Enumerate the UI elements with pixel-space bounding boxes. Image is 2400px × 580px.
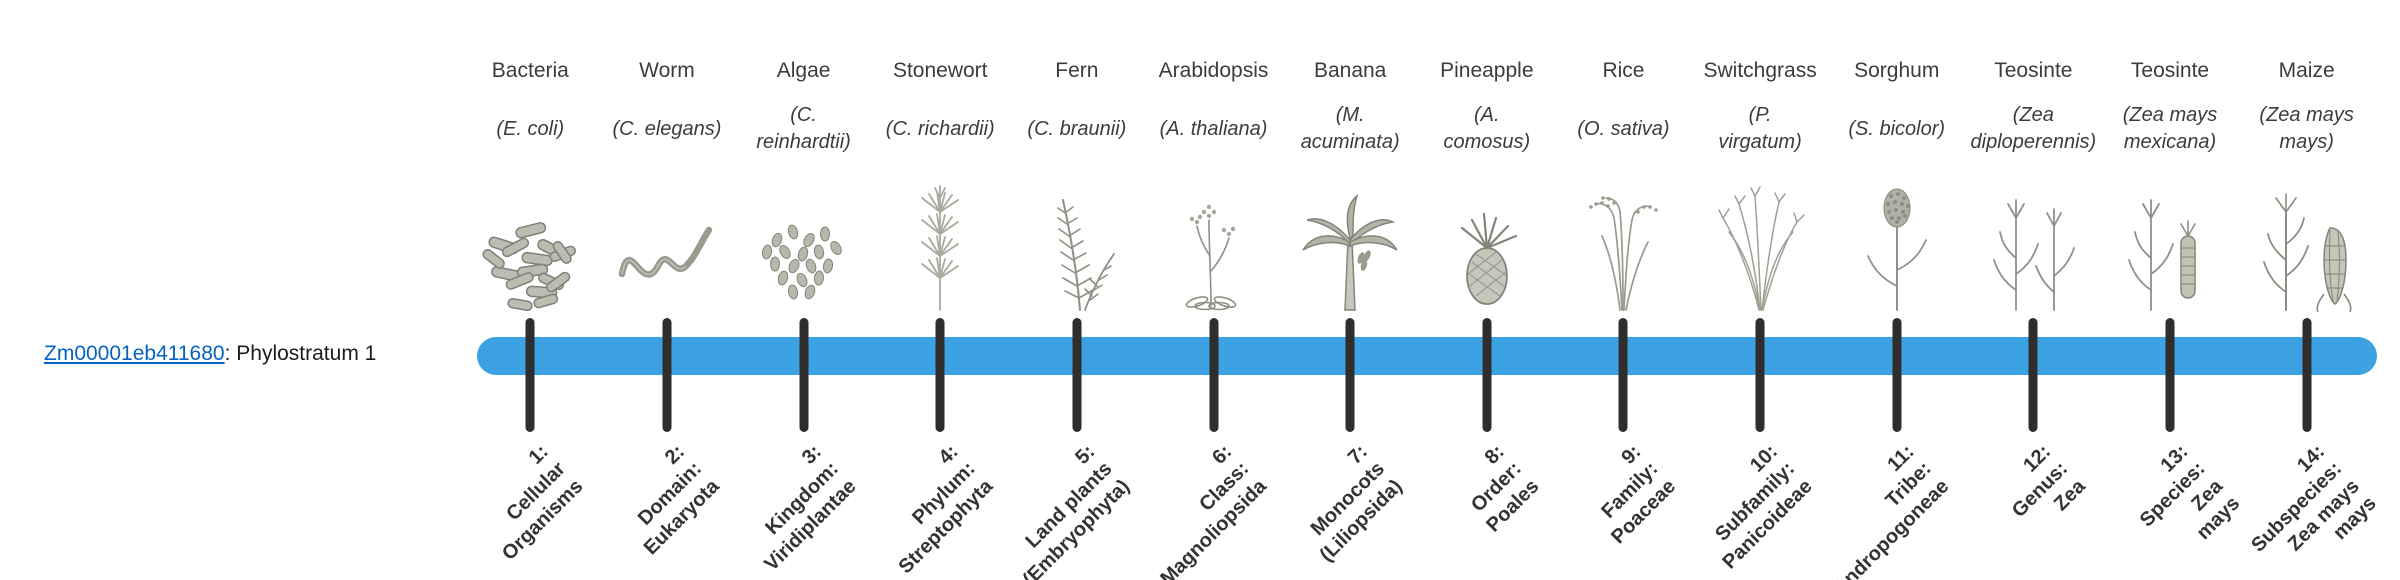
organism-common-name: Teosinte (1994, 59, 2073, 82)
phylostratum-tick (1072, 318, 1082, 432)
phylostratum-tick (2165, 318, 2175, 432)
phylostratum-column: Rice (O. sativa) 9: Family: Poaceae (1555, 0, 1692, 580)
phylostratum-tick (1618, 318, 1628, 432)
phylostratum-tick (1892, 318, 1902, 432)
organism-scientific-name: (E. coli) (496, 117, 565, 140)
teosinte-a-illustration (1973, 172, 2093, 314)
switchgrass-illustration (1700, 172, 1820, 314)
organism-common-name: Switchgrass (1703, 59, 1817, 82)
phylostratum-label: 12: Genus: Zea (2008, 440, 2091, 523)
organism-common-name: Fern (1055, 59, 1099, 82)
arabidopsis-illustration (1154, 172, 1274, 314)
organism-common-name: Pineapple (1440, 59, 1534, 82)
stonewort-illustration (880, 172, 1000, 314)
phylostratum-column: Stonewort (C. richardii) 4: Phylum: Strept… (872, 0, 1009, 580)
organism-scientific-name: (P. virgatum) (1718, 104, 1802, 153)
organism-scientific-name: (C. richardii) (885, 117, 995, 140)
teosinte-b-illustration (2110, 172, 2230, 314)
phylostratum-column: Algae (C. reinhardtii) 3: Kingdom: Viridip… (735, 0, 872, 580)
organism-common-name: Rice (1602, 59, 1645, 82)
organism-common-name: Worm (639, 59, 695, 82)
sorghum-illustration (1837, 172, 1957, 314)
organism-common-name: Teosinte (2130, 59, 2210, 82)
phylostratum-tick (1482, 318, 1492, 432)
phylostratum-column: Switchgrass (P. virgatum) 10: Subfamily: P… (1692, 0, 1829, 580)
phylostrata-columns: Bacteria (E. coli) 1: Cellular Organisms Wo… (462, 0, 2381, 580)
gene-link[interactable]: Zm00001eb411680 (44, 342, 225, 365)
phylostratum-label: 8: Order: Poales (1467, 440, 1544, 537)
gene-label-suffix: : Phylostratum 1 (224, 342, 377, 365)
organism-scientific-name: (Zea diploperennis) (1970, 104, 2097, 153)
bacteria-illustration (470, 172, 590, 314)
organism-scientific-name: (S. bicolor) (1848, 117, 1946, 140)
maize-illustration (2247, 172, 2367, 314)
banana-illustration (1290, 172, 1410, 314)
phylostratum-column: Teosinte (Zea diploperennis) 12: Genus: Ze… (1965, 0, 2102, 580)
organism-scientific-name: (C. reinhardtii) (756, 104, 851, 153)
phylostratum-column: Teosinte (Zea mays mexicana) 13: Species: … (2102, 0, 2244, 580)
phylostratum-label: 14: Subspecies: Zea mays mays (2247, 440, 2381, 557)
phylostratum-label: 13: Species: Zea mays (2135, 440, 2245, 545)
organism-common-name: Stonewort (892, 59, 988, 82)
organism-scientific-name: (A. thaliana) (1159, 117, 1268, 140)
organism-common-name: Bacteria (491, 59, 569, 82)
organism-scientific-name: (Zea mays mays) (2259, 104, 2354, 153)
organism-scientific-name: (Zea mays mexicana) (2122, 104, 2218, 153)
organism-common-name: Maize (2278, 59, 2335, 82)
phylostratum-label: 10: Subfamily: Panicoideae (1711, 440, 1817, 574)
phylostratum-tick (662, 318, 672, 432)
phylostratum-label: 2: Domain: Eukaryota (634, 440, 724, 560)
gene-label: Zm00001eb411680: Phylostratum 1 (44, 342, 376, 366)
organism-common-name: Banana (1313, 59, 1387, 82)
phylostratum-bar (477, 337, 2377, 375)
organism-scientific-name: (A. comosus) (1443, 104, 1531, 153)
phylostratum-tick (2302, 318, 2312, 432)
phylostratum-column: Worm (C. elegans) 2: Domain: Eukaryota (599, 0, 736, 580)
worm-illustration (607, 172, 727, 314)
phylostratum-tick (1209, 318, 1219, 432)
phylostratum-column: Arabidopsis (A. thaliana) 6: Class: Magnol… (1145, 0, 1282, 580)
phylostratum-label: 9: Family: Poaceae (1597, 440, 1681, 549)
phylostratum-tick (935, 318, 945, 432)
rice-illustration (1563, 172, 1683, 314)
organism-scientific-name: (O. sativa) (1577, 117, 1670, 140)
phylostratum-column: Sorghum (S. bicolor) 11: Tribe: Andropogon… (1828, 0, 1965, 580)
organism-scientific-name: (M. acuminata) (1300, 104, 1400, 153)
phylostratum-tick (2028, 318, 2038, 432)
organism-common-name: Sorghum (1854, 59, 1940, 82)
phylostratum-label: 7: Monocots (Liliopsida) (1307, 440, 1407, 567)
phylostratum-label: 1: Cellular Organisms (497, 440, 588, 565)
phylostratum-column: Fern (C. braunii) 5: Land plants (Embryoph… (1009, 0, 1146, 580)
organism-scientific-name: (C. braunii) (1027, 117, 1127, 140)
algae-illustration (744, 172, 864, 314)
phylostratum-tick (525, 318, 535, 432)
phylostratum-column: Bacteria (E. coli) 1: Cellular Organisms (462, 0, 599, 580)
organism-common-name: Algae (776, 59, 831, 82)
phylostratum-column: Banana (M. acuminata) 7: Monocots (Liliops… (1282, 0, 1419, 580)
phylostratum-label: 4: Phylum: Streptophyta (894, 440, 997, 578)
organism-common-name: Arabidopsis (1158, 59, 1269, 82)
organism-scientific-name: (C. elegans) (612, 117, 722, 140)
phylostratum-column: Maize (Zea mays mays) 14: Subspecies: Zea … (2238, 0, 2380, 580)
phylostratum-label: 3: Kingdom: Viridiplantae (760, 440, 861, 576)
phylostratum-tick (799, 318, 809, 432)
phylostratum-tick (1755, 318, 1765, 432)
phylostratum-tick (1345, 318, 1355, 432)
phylostratum-column: Pineapple (A. comosus) 8: Order: Poales (1418, 0, 1555, 580)
pineapple-illustration (1427, 172, 1547, 314)
fern-illustration (1017, 172, 1137, 314)
